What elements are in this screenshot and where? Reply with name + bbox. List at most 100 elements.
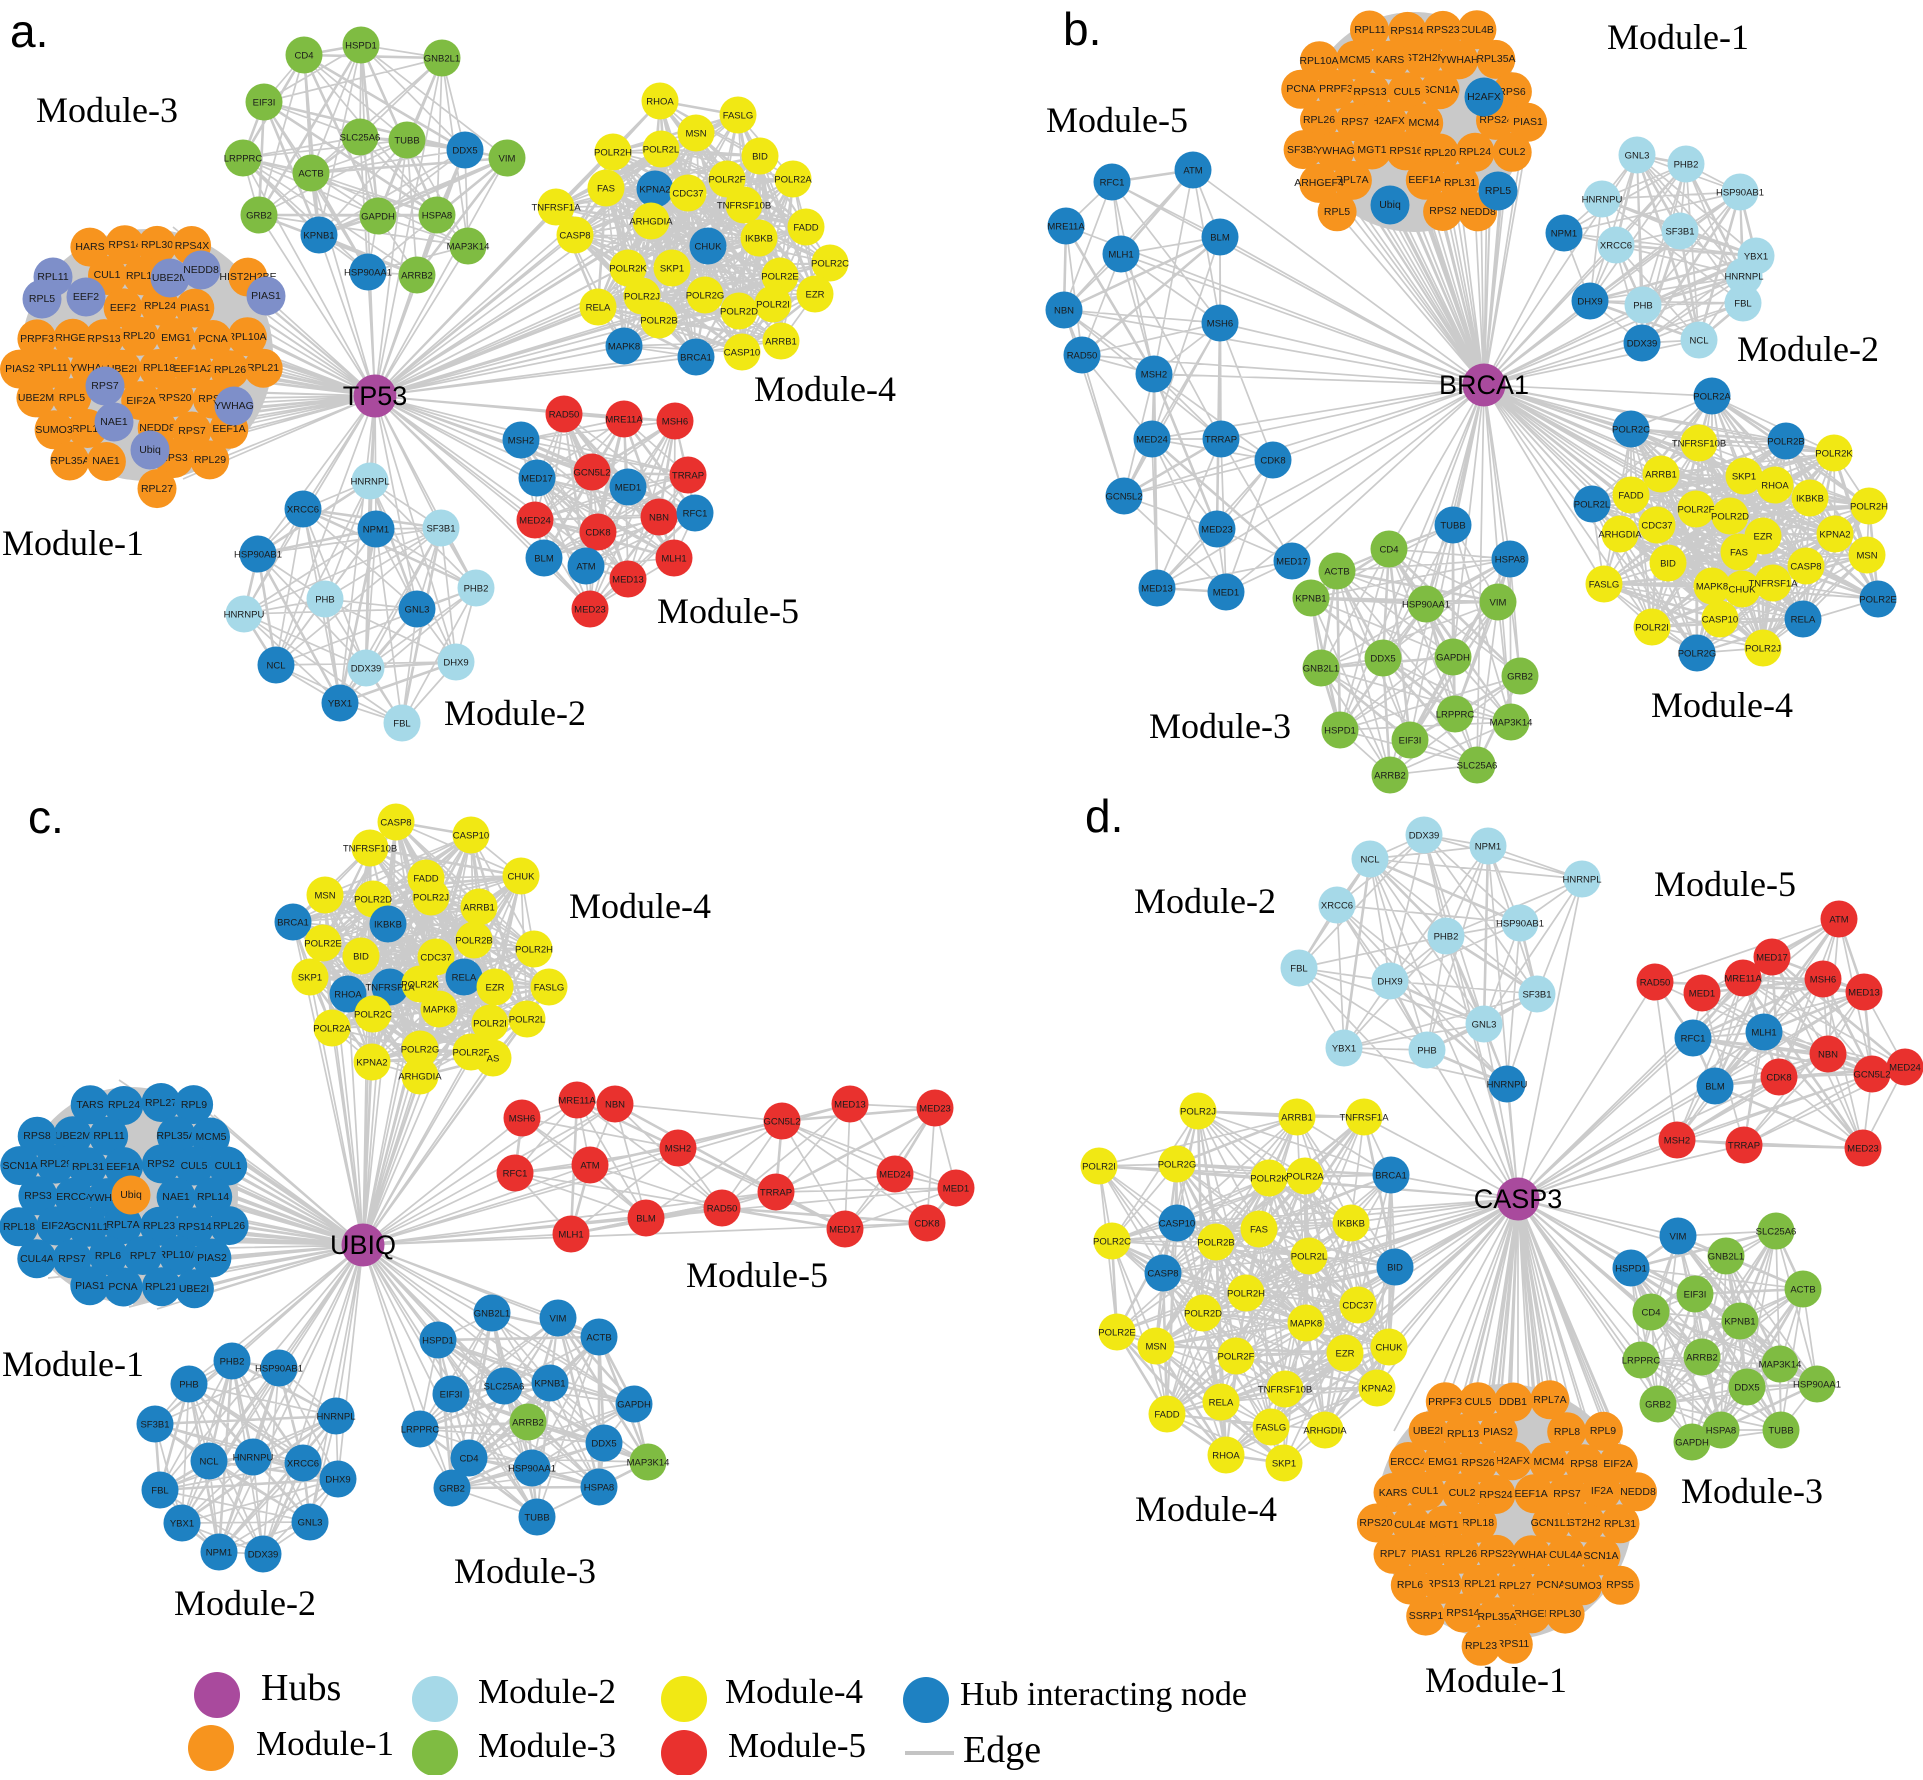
svg-text:NPM1: NPM1 — [206, 1548, 232, 1559]
svg-text:YWHAH: YWHAH — [1439, 54, 1478, 66]
svg-text:GNL3: GNL3 — [1625, 151, 1650, 162]
svg-text:SUMO3: SUMO3 — [35, 424, 73, 436]
svg-text:RFC1: RFC1 — [1681, 1034, 1706, 1045]
svg-text:Module-1: Module-1 — [1425, 1660, 1567, 1700]
svg-text:EMG1: EMG1 — [1428, 1456, 1458, 1468]
svg-text:PHB: PHB — [1417, 1046, 1437, 1057]
svg-text:MED17: MED17 — [1276, 557, 1308, 568]
svg-text:GRB2: GRB2 — [246, 211, 272, 222]
svg-text:HSPA8: HSPA8 — [1495, 555, 1525, 566]
svg-text:RPL7: RPL7 — [1380, 1548, 1406, 1560]
svg-text:TNFRSF10B: TNFRSF10B — [1258, 1385, 1312, 1396]
svg-text:RFC1: RFC1 — [683, 509, 708, 520]
svg-text:Module-3: Module-3 — [1149, 706, 1291, 746]
svg-text:SLC25A6: SLC25A6 — [340, 133, 381, 144]
svg-text:HSPA8: HSPA8 — [422, 211, 452, 222]
svg-text:RPL8: RPL8 — [1554, 1426, 1580, 1438]
svg-text:DHX9: DHX9 — [1577, 297, 1602, 308]
svg-text:CUL4B: CUL4B — [1394, 1519, 1428, 1531]
svg-text:UBE2I: UBE2I — [179, 1283, 209, 1295]
svg-text:RPL35A: RPL35A — [1477, 1611, 1516, 1623]
svg-text:GNL3: GNL3 — [1472, 1020, 1497, 1031]
svg-text:ARHGDIA: ARHGDIA — [1598, 530, 1642, 541]
svg-text:d.: d. — [1085, 790, 1123, 842]
svg-text:HSP90AA1: HSP90AA1 — [1402, 600, 1450, 611]
svg-text:TARS: TARS — [76, 1099, 103, 1111]
svg-text:POLR2K: POLR2K — [1815, 449, 1853, 460]
svg-text:POLR2G: POLR2G — [686, 291, 725, 302]
svg-text:Module-5: Module-5 — [1654, 864, 1796, 904]
svg-text:SLC25A6: SLC25A6 — [484, 1382, 525, 1393]
svg-text:PIAS1: PIAS1 — [75, 1280, 105, 1292]
svg-text:SF3B1: SF3B1 — [1522, 990, 1551, 1001]
svg-text:BRCA1: BRCA1 — [1439, 370, 1529, 400]
svg-text:Module-1: Module-1 — [2, 1344, 144, 1384]
svg-text:RPS14: RPS14 — [1390, 25, 1423, 37]
svg-text:IKBKB: IKBKB — [374, 920, 402, 931]
svg-text:GCN1L1: GCN1L1 — [1531, 1517, 1572, 1529]
svg-text:POLR2J: POLR2J — [1745, 644, 1781, 655]
svg-text:NCL: NCL — [1689, 336, 1708, 347]
svg-text:RPL35A: RPL35A — [1476, 53, 1515, 65]
svg-text:MED13: MED13 — [612, 575, 644, 586]
svg-text:ARHGDIA: ARHGDIA — [1303, 1426, 1347, 1437]
svg-text:MAP3K14: MAP3K14 — [627, 1458, 670, 1469]
svg-text:RPL26: RPL26 — [1303, 114, 1335, 126]
svg-text:RPL26: RPL26 — [213, 1220, 245, 1232]
svg-text:Module-1: Module-1 — [256, 1724, 394, 1763]
svg-text:LRPPRC: LRPPRC — [401, 1425, 440, 1436]
svg-text:VIM: VIM — [550, 1314, 567, 1325]
svg-text:TRRAP: TRRAP — [760, 1188, 792, 1199]
svg-text:ATM: ATM — [580, 1161, 599, 1172]
svg-text:NCL: NCL — [1360, 855, 1379, 866]
svg-text:POLR2D: POLR2D — [354, 895, 392, 906]
svg-text:EEF2: EEF2 — [110, 302, 136, 314]
svg-text:RELA: RELA — [452, 973, 477, 984]
svg-text:POLR2C: POLR2C — [811, 259, 849, 270]
svg-text:RPS7: RPS7 — [1553, 1488, 1581, 1500]
svg-text:NCL: NCL — [266, 661, 285, 672]
svg-text:POLR2D: POLR2D — [1711, 512, 1749, 523]
svg-text:ACTB: ACTB — [298, 169, 323, 180]
svg-text:POLR2K: POLR2K — [1250, 1174, 1288, 1185]
svg-text:HNRNPU: HNRNPU — [1487, 1080, 1528, 1091]
svg-text:RPS8: RPS8 — [1570, 1458, 1598, 1470]
svg-text:TRRAP: TRRAP — [672, 471, 704, 482]
svg-text:RPL7A: RPL7A — [106, 1219, 139, 1231]
svg-text:Module-2: Module-2 — [1134, 881, 1276, 921]
svg-text:Module-3: Module-3 — [478, 1726, 616, 1765]
svg-text:MAPK8: MAPK8 — [1696, 582, 1728, 593]
svg-text:HSP90AB1: HSP90AB1 — [1496, 919, 1544, 930]
svg-text:RPL26: RPL26 — [214, 364, 246, 376]
svg-text:FADD: FADD — [793, 223, 818, 234]
svg-text:H2AFX: H2AFX — [1496, 1455, 1530, 1467]
svg-text:RPL21: RPL21 — [247, 362, 279, 374]
svg-text:RFC1: RFC1 — [1100, 178, 1125, 189]
svg-text:a.: a. — [10, 5, 48, 57]
svg-text:RPS7: RPS7 — [178, 425, 206, 437]
svg-text:FBL: FBL — [151, 1486, 168, 1497]
svg-text:SKP1: SKP1 — [1732, 472, 1756, 483]
svg-text:HSP90AB1: HSP90AB1 — [234, 550, 282, 561]
svg-text:RPL7A: RPL7A — [1533, 1394, 1566, 1406]
svg-text:POLR2D: POLR2D — [1184, 1309, 1222, 1320]
svg-text:POLR2A: POLR2A — [1693, 392, 1731, 403]
svg-text:SCN1A: SCN1A — [1583, 1550, 1618, 1562]
svg-text:MSH6: MSH6 — [1810, 975, 1836, 986]
svg-text:ARRB1: ARRB1 — [463, 903, 495, 914]
svg-text:EEF1A2: EEF1A2 — [173, 363, 212, 375]
svg-text:GAPDH: GAPDH — [1675, 1438, 1709, 1449]
svg-text:RPL35A: RPL35A — [50, 455, 89, 467]
svg-text:POLR2I: POLR2I — [1635, 623, 1669, 634]
svg-text:EZR: EZR — [1336, 1349, 1355, 1360]
svg-text:NAE1: NAE1 — [162, 1191, 190, 1203]
svg-text:ARRB2: ARRB2 — [512, 1418, 544, 1429]
svg-text:CASP3: CASP3 — [1474, 1184, 1563, 1214]
svg-text:TUBB: TUBB — [1440, 521, 1465, 532]
svg-text:MED1: MED1 — [943, 1184, 969, 1195]
svg-text:CHUK: CHUK — [508, 872, 536, 883]
svg-text:PHB2: PHB2 — [1434, 932, 1459, 943]
svg-text:EIF2A: EIF2A — [41, 1220, 70, 1232]
svg-text:KPNA2: KPNA2 — [1819, 530, 1850, 541]
svg-text:EZR: EZR — [1754, 532, 1773, 543]
